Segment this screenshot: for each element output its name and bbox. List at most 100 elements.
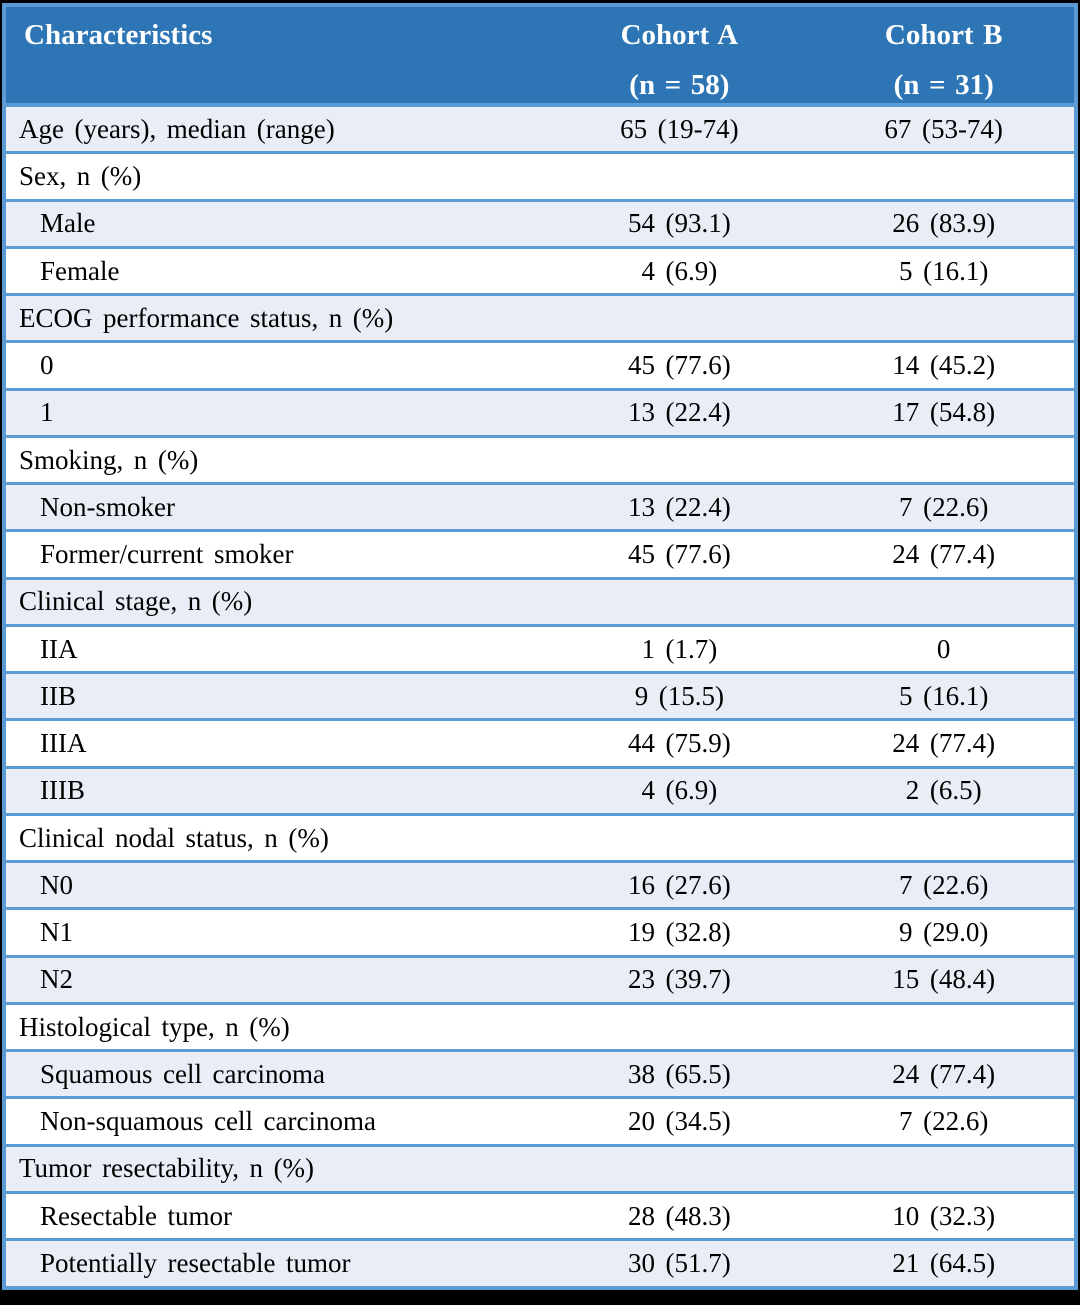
cohort-a-value: 44 (75.9) — [627, 728, 731, 759]
cohort-a-value — [545, 814, 813, 861]
cohort-a-value — [545, 1145, 813, 1192]
cohort-b-value: 26 (83.9) — [892, 208, 996, 239]
cohort-a-value: 20 (34.5) — [627, 1106, 731, 1137]
cohort-a-value: 4 (6.9) — [641, 255, 718, 286]
cohort-b-value: 2 (6.5) — [905, 775, 982, 806]
table-row: Former/current smoker 45 (77.6) 24 (77.4… — [4, 530, 1076, 579]
cohort-b-value: 5 (16.1) — [899, 680, 989, 711]
row-label: Resectable tumor — [40, 1200, 232, 1231]
table-row: Tumor resectability, n (%) — [4, 1145, 1076, 1193]
cohort-a-title: Cohort A — [620, 19, 739, 51]
cohort-a-value: 13 (22.4) — [627, 491, 731, 522]
table-row: Clinical stage, n (%) — [4, 578, 1076, 626]
row-label: N0 — [40, 869, 73, 900]
cohort-b-value — [813, 295, 1076, 342]
cohort-b-value: 14 (45.2) — [892, 350, 996, 381]
cohort-a-value: 13 (22.4) — [627, 397, 731, 428]
row-label: Age (years), median (range) — [19, 113, 335, 144]
table-row: N2 23 (39.7) 15 (48.4) — [4, 956, 1076, 1004]
row-label: Non-squamous cell carcinoma — [40, 1106, 376, 1137]
table-row: Smoking, n (%) — [4, 436, 1076, 484]
cohort-a-value: 38 (65.5) — [627, 1058, 731, 1089]
cohort-b-value: 24 (77.4) — [892, 728, 996, 759]
cohort-b-value — [813, 436, 1076, 483]
table-row: Clinical nodal status, n (%) — [4, 814, 1076, 862]
row-label: Histological type, n (%) — [19, 1011, 290, 1042]
row-label: 1 — [40, 397, 54, 428]
header-cohort-a: Cohort A (n = 58) — [545, 5, 814, 107]
cohort-b-value: 67 (53-74) — [884, 113, 1003, 144]
cohort-b-n: (n = 31) — [893, 69, 994, 101]
table-row: Non-squamous cell carcinoma 20 (34.5) 7 … — [4, 1097, 1076, 1146]
table-row: IIB 9 (15.5) 5 (16.1) — [4, 672, 1076, 720]
row-label: IIIB — [40, 775, 85, 806]
row-label: Squamous cell carcinoma — [40, 1058, 325, 1089]
patient-characteristics-table: Characteristics Cohort A (n = 58) Cohort… — [2, 3, 1078, 1290]
table-row: 0 45 (77.6) 14 (45.2) — [4, 341, 1076, 390]
cohort-a-value: 65 (19-74) — [620, 113, 739, 144]
header-characteristics: Characteristics — [4, 5, 546, 107]
row-label: ECOG performance status, n (%) — [19, 302, 394, 333]
cohort-b-value: 21 (64.5) — [892, 1248, 996, 1279]
header-cohort-b: Cohort B (n = 31) — [813, 5, 1076, 107]
table-row: IIA 1 (1.7) 0 — [4, 625, 1076, 673]
table-row: Potentially resectable tumor 30 (51.7) 2… — [4, 1239, 1076, 1288]
cohort-a-value: 23 (39.7) — [627, 964, 731, 995]
table-header: Characteristics Cohort A (n = 58) Cohort… — [4, 5, 1076, 107]
cohort-a-value — [545, 1003, 813, 1050]
table-row: Male 54 (93.1) 26 (83.9) — [4, 200, 1076, 248]
table-row: 1 13 (22.4) 17 (54.8) — [4, 389, 1076, 437]
row-label: 0 — [40, 350, 54, 381]
cohort-b-value: 17 (54.8) — [892, 397, 996, 428]
row-label: Smoking, n (%) — [19, 444, 199, 475]
cohort-b-value — [813, 578, 1076, 625]
cohort-a-value: 45 (77.6) — [627, 539, 731, 570]
table-row: IIIB 4 (6.9) 2 (6.5) — [4, 767, 1076, 815]
cohort-b-value: 24 (77.4) — [892, 539, 996, 570]
cohort-b-value — [813, 1145, 1076, 1192]
table-row: Female 4 (6.9) 5 (16.1) — [4, 247, 1076, 295]
cohort-a-value: 54 (93.1) — [627, 208, 731, 239]
table-row: N1 19 (32.8) 9 (29.0) — [4, 908, 1076, 957]
row-label: Potentially resectable tumor — [40, 1248, 351, 1279]
cohort-a-value: 45 (77.6) — [627, 350, 731, 381]
cohort-b-value — [813, 153, 1076, 200]
table-row: Histological type, n (%) — [4, 1003, 1076, 1051]
cohort-a-value: 9 (15.5) — [634, 680, 724, 711]
cohort-a-value: 28 (48.3) — [627, 1200, 731, 1231]
cohort-a-value — [545, 295, 813, 342]
row-label: N1 — [40, 917, 73, 948]
cohort-b-value: 9 (29.0) — [899, 917, 989, 948]
table-row: IIIA 44 (75.9) 24 (77.4) — [4, 719, 1076, 768]
cohort-a-value: 4 (6.9) — [641, 775, 718, 806]
header-row: Characteristics Cohort A (n = 58) Cohort… — [4, 5, 1076, 107]
row-label: IIB — [40, 680, 76, 711]
cohort-b-value — [813, 814, 1076, 861]
row-label: Male — [40, 208, 96, 239]
cohort-a-value: 16 (27.6) — [627, 869, 731, 900]
row-label: Tumor resectability, n (%) — [19, 1153, 315, 1184]
table-row: Non-smoker 13 (22.4) 7 (22.6) — [4, 483, 1076, 531]
cohort-a-value — [545, 436, 813, 483]
row-label: Clinical nodal status, n (%) — [19, 822, 329, 853]
cohort-b-value: 15 (48.4) — [892, 964, 996, 995]
row-label: IIIA — [40, 728, 87, 759]
cohort-b-value: 0 — [936, 633, 951, 664]
row-label: Sex, n (%) — [19, 161, 142, 192]
row-label: Former/current smoker — [40, 539, 294, 570]
cohort-b-value: 7 (22.6) — [899, 1106, 989, 1137]
table-body: Age (years), median (range) 65 (19-74) 6… — [4, 105, 1076, 1288]
cohort-b-title: Cohort B — [884, 19, 1003, 51]
cohort-a-value: 19 (32.8) — [627, 917, 731, 948]
cohort-b-value: 24 (77.4) — [892, 1058, 996, 1089]
cohort-b-value: 10 (32.3) — [892, 1200, 996, 1231]
table-row: Age (years), median (range) 65 (19-74) 6… — [4, 105, 1076, 153]
cohort-a-value: 1 (1.7) — [641, 633, 718, 664]
table-row: Resectable tumor 28 (48.3) 10 (32.3) — [4, 1192, 1076, 1240]
table-row: N0 16 (27.6) 7 (22.6) — [4, 861, 1076, 909]
cohort-a-value: 30 (51.7) — [627, 1248, 731, 1279]
row-label: N2 — [40, 964, 73, 995]
table-row: ECOG performance status, n (%) — [4, 294, 1076, 342]
row-label: IIA — [40, 633, 78, 664]
cohort-b-value — [813, 1003, 1076, 1050]
